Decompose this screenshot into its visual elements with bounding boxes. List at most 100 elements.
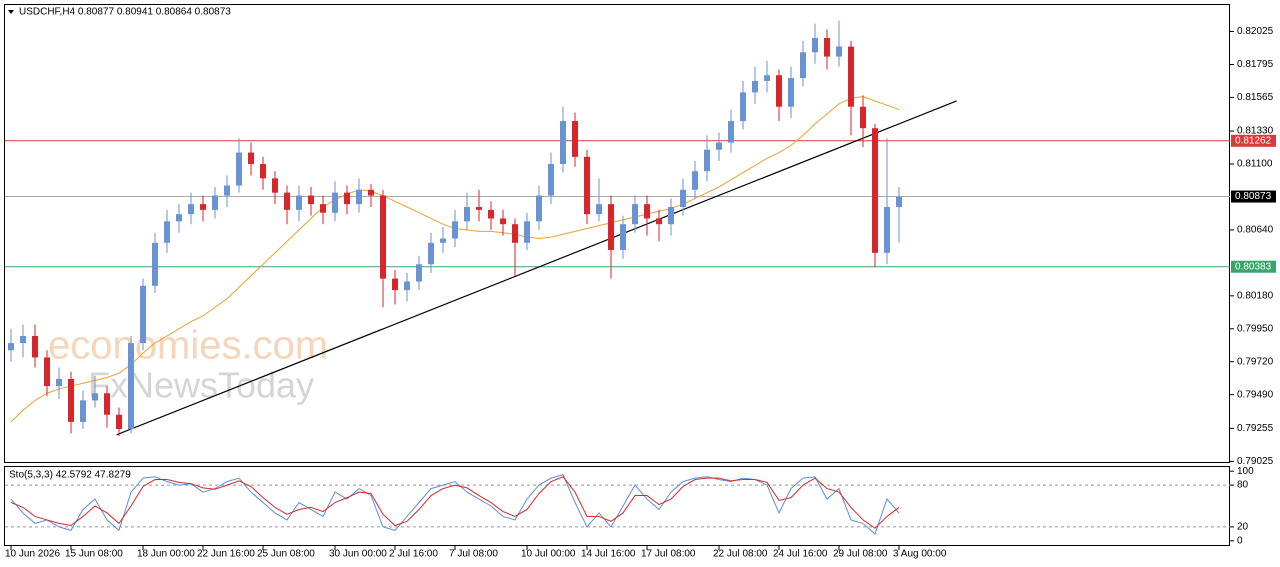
candle-body [20, 335, 26, 344]
candle-body [668, 206, 674, 225]
price-label-bg [1231, 190, 1276, 203]
candle-body [332, 192, 338, 213]
candle-body [488, 209, 494, 219]
candle-body [188, 204, 194, 215]
plot-area: 0.81262 0.80873 0.80383 [5, 20, 1276, 437]
candle-body [464, 206, 470, 222]
indicator-panel-frame [4, 466, 1230, 546]
price-label: 0.80383 [1235, 261, 1272, 272]
y-tick-label: 0.80640 [1237, 225, 1274, 236]
candle-body [32, 335, 38, 358]
candle-body [284, 192, 290, 210]
x-tick-label: 3 Aug 00:00 [893, 549, 947, 560]
candle-body [716, 142, 722, 150]
y-tick-label: 0.79490 [1237, 389, 1274, 400]
x-tick-label: 22 Jun 16:00 [197, 549, 255, 560]
x-tick-label: 17 Jul 08:00 [641, 549, 696, 560]
x-tick-label: 22 Jul 08:00 [713, 549, 768, 560]
candle-body [356, 189, 362, 205]
candle-body [128, 343, 134, 430]
candle-body [80, 400, 86, 422]
indicator-y-tick-label: 0 [1237, 535, 1243, 546]
y-tick-label: 0.81330 [1237, 126, 1274, 137]
x-tick-label: 24 Jul 16:00 [773, 549, 828, 560]
y-tick-label: 0.82025 [1237, 26, 1274, 37]
candle-body [248, 152, 254, 165]
price-label-bg [1231, 260, 1276, 273]
x-tick-label: 10 Jul 00:00 [521, 549, 576, 560]
menu-arrow [8, 10, 14, 14]
x-tick-label: 29 Jul 08:00 [833, 549, 888, 560]
candle-body [872, 128, 878, 253]
watermark: economies.com [48, 324, 328, 368]
candle-body [260, 164, 266, 179]
candle-body [572, 121, 578, 157]
candle-body [764, 75, 770, 81]
chart-title: USDCHF,H4 0.80877 0.80941 0.80864 0.8087… [19, 7, 231, 18]
candle-body [512, 224, 518, 243]
candle-body [212, 195, 218, 210]
candle-body [368, 189, 374, 196]
candle-body [440, 238, 446, 243]
candle-body [236, 152, 242, 186]
candle-body [476, 206, 482, 210]
x-tick-label: 10 Jun 2026 [5, 549, 60, 560]
y-tick-label: 0.79025 [1237, 456, 1274, 467]
x-tick-label: 2 Jul 16:00 [389, 549, 438, 560]
candle-body [620, 224, 626, 250]
main-panel-frame [4, 4, 1230, 463]
candle-body [644, 204, 650, 219]
candle-body [884, 206, 890, 253]
x-tick-label: 15 Jun 08:00 [65, 549, 123, 560]
y-tick-label: 0.79255 [1237, 423, 1274, 434]
candle-body [416, 264, 422, 282]
y-tick-label: 0.79720 [1237, 356, 1274, 367]
candle-body [8, 343, 14, 351]
candle-body [152, 242, 158, 286]
candle-body [296, 195, 302, 210]
candle-body [596, 204, 602, 215]
candle-body [308, 195, 314, 205]
candle-body [272, 178, 278, 193]
candle-body [536, 195, 542, 222]
y-tick-label: 0.81100 [1237, 159, 1273, 170]
x-tick-label: 25 Jun 08:00 [257, 549, 315, 560]
trendline [116, 100, 957, 436]
y-tick-label: 0.80180 [1237, 290, 1274, 301]
candle-body [92, 393, 98, 401]
candle-body [692, 171, 698, 190]
price-label: 0.80873 [1235, 191, 1272, 202]
candle-body [104, 393, 110, 415]
candle-body [392, 278, 398, 291]
candle-body [656, 218, 662, 225]
candle-body [380, 195, 386, 279]
candle-body [824, 37, 830, 57]
stochastic-line [10, 476, 900, 529]
price-label: 0.81262 [1235, 135, 1272, 146]
candle-body [728, 121, 734, 143]
candle-body [164, 221, 170, 243]
candle-body [524, 221, 530, 243]
candle-body [788, 78, 794, 107]
candle-body [140, 285, 146, 344]
candle-body [680, 189, 686, 207]
y-tick-label: 0.81795 [1237, 59, 1274, 70]
x-tick-label: 14 Jul 16:00 [581, 549, 636, 560]
candle-body [896, 196, 902, 207]
candle-body [116, 414, 122, 430]
candle-body [560, 121, 566, 165]
candle-body [704, 149, 710, 172]
candle-body [776, 75, 782, 107]
indicator-y-tick-label: 80 [1237, 480, 1249, 491]
candle-body [44, 357, 50, 387]
candle-body [200, 204, 206, 210]
candle-body [812, 37, 818, 53]
y-tick-label: 0.81565 [1237, 92, 1274, 103]
candle-body [608, 204, 614, 250]
candle-body [548, 164, 554, 196]
candle-body [68, 378, 74, 422]
indicator-title: Sto(5,3,3) 42.5792 47.8279 [9, 470, 131, 481]
candle-body [176, 214, 182, 222]
candle-body [452, 221, 458, 239]
